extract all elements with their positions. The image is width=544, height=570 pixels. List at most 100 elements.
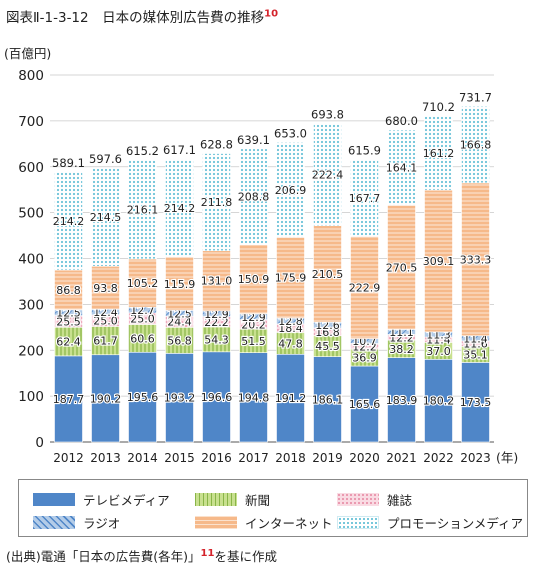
legend-label-tv: テレビメディア xyxy=(83,493,170,508)
legend-label-newspaper: 新聞 xyxy=(245,493,271,508)
data-label: 37.0 xyxy=(426,345,451,358)
source-note: (出典)電通「日本の広告費(各年)」11を基に作成 xyxy=(6,546,277,565)
data-label: 51.5 xyxy=(241,335,266,348)
y-tick-label: 600 xyxy=(18,160,44,176)
data-label: 47.8 xyxy=(278,337,303,350)
data-label: 86.8 xyxy=(56,284,81,297)
data-label: 62.4 xyxy=(56,336,81,349)
total-label: 597.6 xyxy=(89,152,122,166)
data-label: 222.4 xyxy=(312,169,344,182)
bar-segment xyxy=(276,237,305,319)
data-label: 210.5 xyxy=(312,268,344,281)
bar-segment xyxy=(202,250,231,312)
total-label: 680.0 xyxy=(385,114,418,128)
data-label: 131.0 xyxy=(201,275,233,288)
bar-segment xyxy=(128,159,157,260)
data-label: 166.8 xyxy=(460,139,492,152)
data-label: 16.8 xyxy=(315,326,340,339)
bar-segment xyxy=(239,148,268,245)
x-tick-label: 2016 xyxy=(201,451,232,465)
legend-swatch-promotion xyxy=(337,516,379,529)
data-label: 195.6 xyxy=(127,391,159,404)
bar-segment xyxy=(165,256,194,311)
bar-segment xyxy=(202,326,231,353)
total-label: 653.0 xyxy=(274,126,307,140)
data-label: 206.9 xyxy=(275,184,307,197)
bar-segment xyxy=(54,355,83,443)
data-label: 309.1 xyxy=(423,255,455,268)
data-label: 173.5 xyxy=(460,396,492,409)
bar-segment xyxy=(461,106,490,184)
x-axis: 2012 2013 2014 2015 2016 2017 2018 2019 2020 2021… xyxy=(53,451,491,465)
bar-segment xyxy=(91,354,120,443)
data-label: 165.6 xyxy=(349,398,381,411)
data-label: 61.7 xyxy=(93,335,118,348)
bar-segment xyxy=(91,265,120,310)
data-label: 214.2 xyxy=(53,215,85,228)
x-tick-label: 2013 xyxy=(90,451,121,465)
legend-item-tv: テレビメディア xyxy=(33,490,170,509)
data-label: 214.5 xyxy=(90,211,122,224)
bar-segment xyxy=(350,365,379,443)
data-label: 183.9 xyxy=(386,394,418,407)
bar-segment xyxy=(91,167,120,267)
legend-item-newspaper: 新聞 xyxy=(195,490,270,509)
bar-segment xyxy=(461,182,490,337)
bar-segment xyxy=(202,351,231,443)
bar-segment xyxy=(128,258,157,308)
x-tick-label: 2012 xyxy=(53,451,84,465)
data-label: 18.4 xyxy=(278,322,303,335)
y-tick-label: 500 xyxy=(18,206,44,222)
x-tick-label: 2022 xyxy=(423,451,454,465)
bar-segment xyxy=(313,225,342,323)
y-tick-label: 700 xyxy=(18,114,44,130)
total-label: 628.8 xyxy=(200,138,233,152)
legend-item-magazine: 雑誌 xyxy=(337,490,412,509)
data-label: 164.1 xyxy=(386,162,418,175)
bar-segment xyxy=(165,158,194,258)
legend-item-internet: インターネット xyxy=(195,513,333,532)
bar-segment xyxy=(239,244,268,315)
x-tick-label: 2015 xyxy=(164,451,195,465)
data-label: 150.9 xyxy=(238,273,270,286)
y-axis: 0 100 200 300 400 500 600 700 800 xyxy=(18,68,44,451)
legend-item-promotion: プロモーションメディア xyxy=(337,513,523,532)
x-tick-label: 2023 xyxy=(460,451,491,465)
y-tick-label: 0 xyxy=(35,435,44,451)
bar-segment xyxy=(54,171,83,271)
data-label: 25.0 xyxy=(93,315,118,328)
total-label: 731.7 xyxy=(459,90,492,104)
bar-segment xyxy=(387,129,416,206)
title-reference: 10 xyxy=(264,8,279,20)
data-label: 186.1 xyxy=(312,393,344,406)
legend-swatch-internet xyxy=(195,516,237,529)
data-label: 22.2 xyxy=(204,316,229,329)
data-label: 45.5 xyxy=(315,340,340,353)
data-label: 25.5 xyxy=(56,315,81,328)
data-label: 211.8 xyxy=(201,196,233,209)
y-tick-label: 300 xyxy=(18,297,44,313)
data-label: 20.2 xyxy=(241,318,266,331)
x-tick-label: 2017 xyxy=(238,451,269,465)
data-label: 93.8 xyxy=(93,282,118,295)
total-label: 589.1 xyxy=(52,156,85,170)
total-label: 615.2 xyxy=(126,144,159,158)
bar-segment xyxy=(424,359,453,443)
legend-item-radio: ラジオ xyxy=(33,513,120,532)
x-tick-label: 2018 xyxy=(275,451,306,465)
data-label: 193.2 xyxy=(164,392,196,405)
data-label: 38.2 xyxy=(389,343,414,356)
legend-swatch-tv xyxy=(33,493,75,506)
source-note-suffix: を基に作成 xyxy=(214,549,277,564)
bar-segment xyxy=(350,159,379,237)
bar-segment xyxy=(424,189,453,333)
source-reference: 11 xyxy=(200,547,215,559)
legend-label-internet: インターネット xyxy=(245,516,333,531)
legend-label-promotion: プロモーションメディア xyxy=(387,516,524,531)
data-label: 105.2 xyxy=(127,277,159,290)
data-label: 190.2 xyxy=(90,392,122,405)
y-tick-label: 200 xyxy=(18,343,44,359)
x-tick-label: 2021 xyxy=(386,451,417,465)
data-label: 56.8 xyxy=(167,334,192,347)
